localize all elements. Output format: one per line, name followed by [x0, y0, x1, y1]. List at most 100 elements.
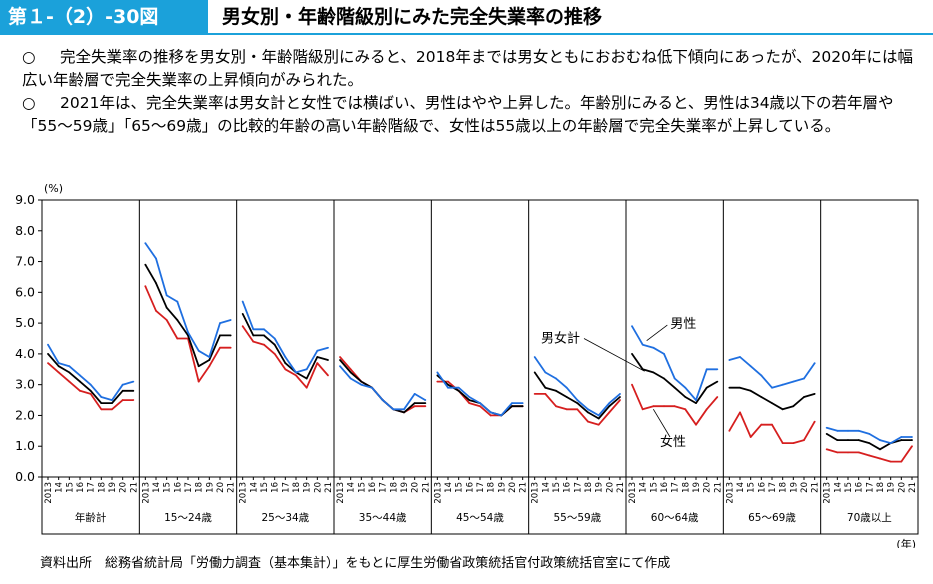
panel-label: 70歳以上 — [847, 512, 892, 524]
series-line-total — [436, 374, 523, 417]
point-male — [436, 371, 439, 374]
panel-label: 年齢計 — [75, 511, 107, 524]
point-male — [349, 377, 352, 380]
x-tick-label: 20 — [605, 482, 615, 493]
x-tick-label: 21 — [616, 482, 626, 493]
point-total — [619, 396, 621, 398]
point-total — [208, 359, 211, 361]
figure-title: 男女別・年齢階級別にみた完全失業率の推移 — [222, 6, 603, 28]
point-male — [760, 374, 763, 377]
point-female — [631, 383, 633, 386]
point-female — [273, 352, 276, 355]
point-total — [847, 439, 849, 441]
series-line-female — [826, 445, 913, 463]
point-male — [565, 386, 568, 389]
x-tick-label: 15 — [747, 482, 757, 493]
point-total — [457, 389, 460, 392]
point-female — [576, 408, 579, 411]
point-total — [705, 386, 708, 389]
y-tick-label: 5.0 — [15, 315, 35, 330]
x-tick-label: 16 — [173, 482, 183, 493]
x-tick-label: 20 — [216, 482, 226, 493]
series-line-total — [339, 359, 426, 414]
point-total — [284, 362, 287, 365]
point-male — [911, 436, 913, 438]
point-male — [900, 436, 903, 438]
point-female — [857, 451, 860, 454]
point-total — [68, 371, 71, 374]
point-male — [295, 371, 297, 374]
x-tick-label: 21 — [227, 482, 237, 493]
x-tick-label: 16 — [757, 482, 767, 493]
point-female — [89, 393, 92, 395]
point-female — [176, 337, 179, 340]
x-tick-label: 19 — [205, 482, 215, 493]
x-tick-label: 18 — [389, 482, 399, 493]
series-line-female — [728, 411, 816, 445]
x-tick-label: 17 — [671, 482, 681, 493]
point-male — [263, 328, 265, 331]
point-female — [533, 393, 536, 395]
point-male — [847, 429, 849, 432]
x-tick-label: 18 — [584, 482, 594, 493]
x-tick-label: 21 — [713, 482, 723, 493]
point-total — [803, 396, 805, 398]
point-male — [165, 294, 168, 297]
point-female — [100, 408, 103, 411]
point-total — [521, 405, 524, 408]
point-female — [327, 374, 329, 377]
point-male — [360, 383, 363, 386]
annotation-leader-female — [652, 409, 671, 438]
point-total — [857, 439, 860, 441]
point-male — [533, 356, 536, 358]
summary-bullets: ○ 完全失業率の推移を男女別・年齢階級別にみると、2018年までは男女ともにおおむ… — [22, 46, 922, 138]
point-female — [739, 411, 741, 414]
point-total — [155, 282, 157, 284]
point-male — [457, 386, 460, 389]
source-note: 資料出所 総務省統計局「労働力調査（基本集計）」をもとに厚生労働省政策統括官付政… — [40, 556, 671, 571]
point-male — [511, 402, 513, 405]
point-female — [663, 405, 665, 408]
point-male — [144, 242, 147, 244]
point-total — [597, 417, 600, 420]
point-female — [68, 380, 71, 383]
point-female — [295, 374, 297, 377]
annotation-leader-total — [583, 338, 645, 372]
point-total — [305, 377, 308, 380]
point-male — [803, 377, 805, 380]
panel-label: 15～24歳 — [164, 512, 212, 524]
point-female — [544, 393, 547, 395]
point-female — [144, 285, 147, 288]
point-female — [911, 445, 913, 448]
point-female — [111, 408, 113, 411]
x-tick-label: 19 — [789, 482, 799, 493]
point-female — [219, 346, 221, 349]
annotation-total: 男女計 — [541, 331, 580, 347]
point-total — [339, 359, 341, 361]
point-female — [284, 368, 287, 371]
x-tick-label: 14 — [249, 482, 259, 493]
point-male — [597, 414, 600, 417]
panel-label: 45～54歳 — [456, 512, 504, 524]
point-male — [89, 383, 92, 386]
point-male — [868, 433, 871, 435]
point-female — [587, 420, 589, 423]
point-total — [684, 396, 687, 398]
point-female — [316, 362, 319, 365]
point-male — [381, 399, 384, 401]
point-female — [565, 408, 568, 411]
point-male — [663, 352, 665, 355]
x-tick-label: 20 — [703, 482, 713, 493]
point-total — [219, 334, 221, 337]
point-female — [197, 380, 200, 383]
point-total — [89, 389, 92, 392]
panel-label: 35～44歳 — [359, 512, 407, 524]
point-female — [436, 380, 439, 383]
point-total — [911, 439, 913, 441]
bullet-2: ○ 2021年は、完全失業率は男女計と女性では横ばい、男性はやや上昇した。年齢別に… — [22, 92, 922, 138]
x-tick-label: 21 — [811, 482, 821, 493]
point-total — [879, 448, 881, 451]
y-tick-label: 8.0 — [15, 223, 35, 238]
point-total — [468, 399, 471, 401]
point-total — [749, 389, 752, 392]
